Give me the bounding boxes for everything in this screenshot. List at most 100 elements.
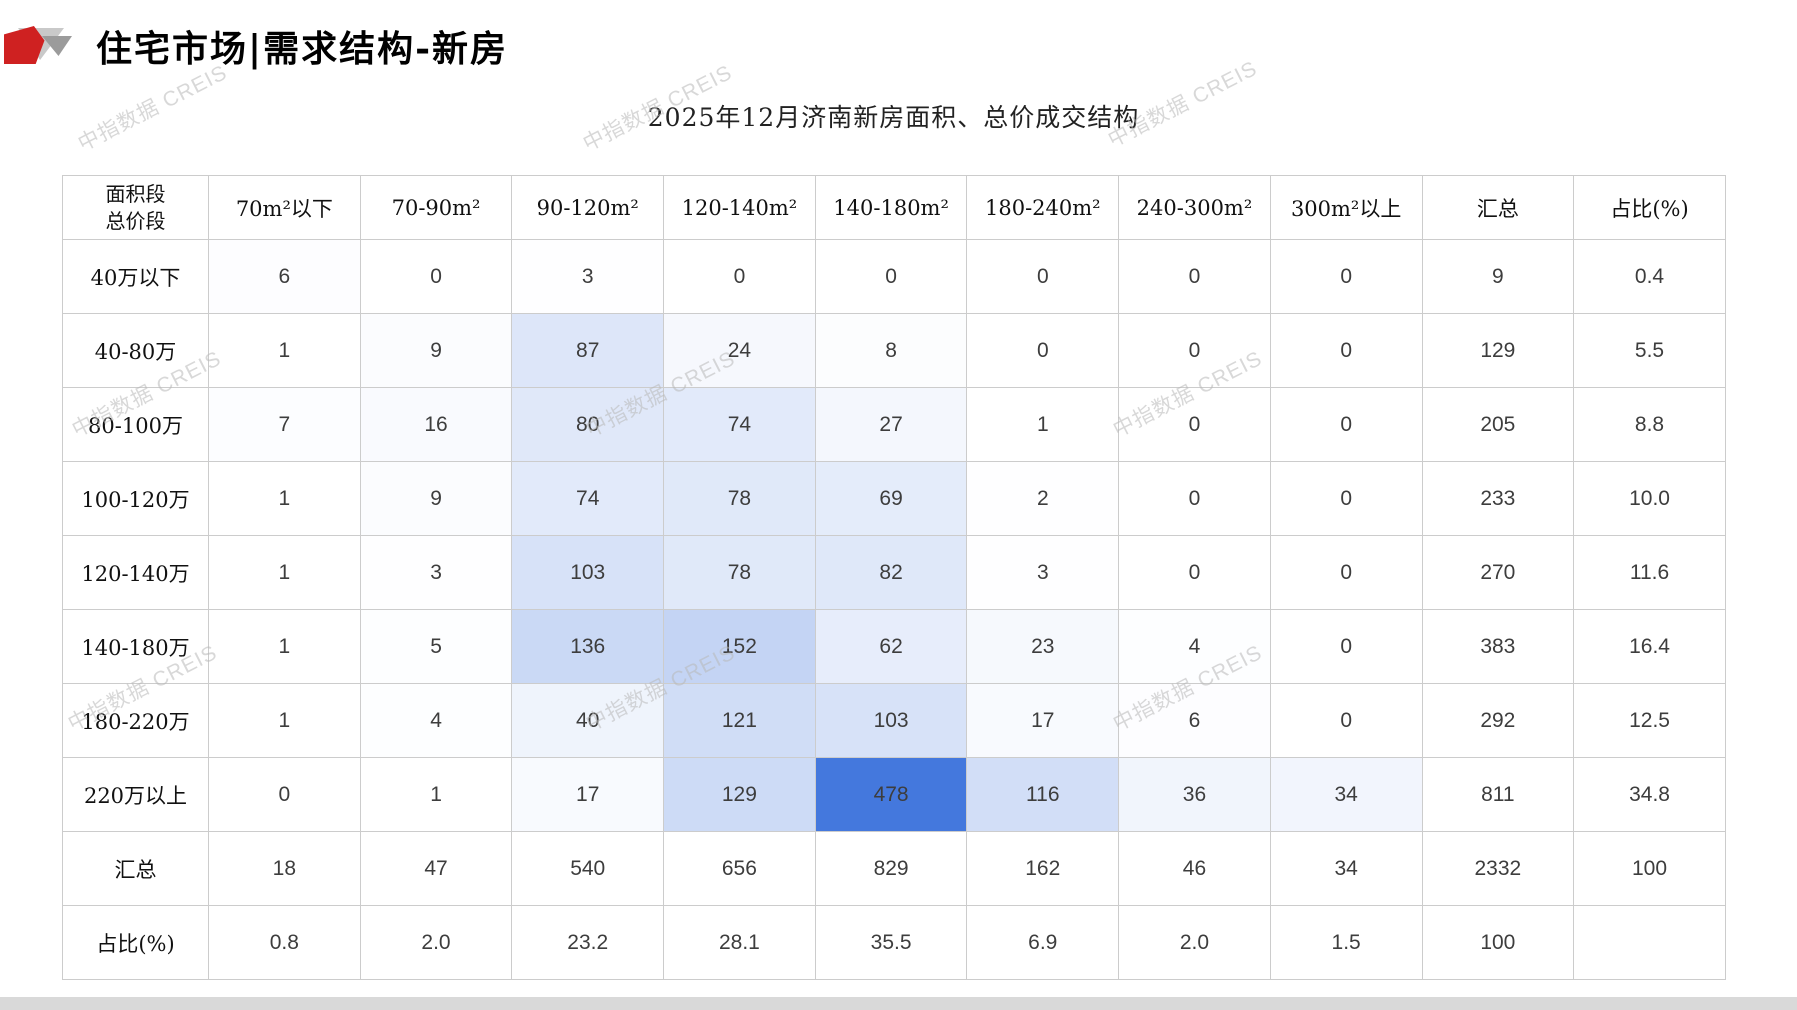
table-row: 汇总 18 47 540 656 829 162 46 34 2332 100 [62,831,1726,906]
count-cell: 129 [663,757,816,832]
corner-price-label: 总价段 [105,208,166,233]
count-cell: 478 [814,757,968,832]
area-col-header: 70-90m² [359,175,513,240]
count-cell: 3 [966,535,1120,610]
count-cell: 0 [1118,461,1271,536]
price-row-label: 220万以上 [62,757,209,832]
pct-cell: 34.8 [1573,757,1726,832]
price-row-label: 占比(%) [62,905,209,980]
count-cell: 74 [663,387,816,462]
area-col-header: 180-240m² [966,175,1120,240]
count-cell: 1 [208,683,361,758]
table-row: 占比(%) 0.8 2.0 23.2 28.1 35.5 6.9 2.0 1.5 100 [62,905,1726,980]
count-cell: 24 [663,313,816,388]
table-head: 面积段 总价段 70m²以下 70-90m² 90-120m² 120-140m² 140-… [62,175,1726,240]
count-cell: 0 [814,239,968,314]
count-cell: 16 [359,387,513,462]
count-cell: 36 [1118,757,1271,832]
count-cell: 0 [1269,313,1423,388]
count-cell: 4 [359,683,513,758]
page-title: 住宅市场|需求结构-新房 [96,28,509,70]
count-cell: 47 [359,831,513,906]
total-cell: 233 [1421,461,1575,536]
count-cell: 0 [1118,313,1271,388]
table-row: 180-220万 1 4 40 121 103 17 6 0 292 12.5 [62,683,1726,758]
table-row: 120-140万 1 3 103 78 82 3 0 0 270 11.6 [62,535,1726,610]
area-col-header: 90-120m² [511,175,665,240]
count-cell: 34 [1269,831,1423,906]
total-cell: 292 [1421,683,1575,758]
count-cell: 5 [359,609,513,684]
count-cell: 78 [663,461,816,536]
total-cell: 270 [1421,535,1575,610]
count-cell: 0 [359,239,513,314]
count-cell: 78 [663,535,816,610]
pct-cell: 0.4 [1573,239,1726,314]
count-cell: 0 [208,757,361,832]
corner-header: 面积段 总价段 [62,175,209,240]
count-cell: 82 [814,535,968,610]
count-cell: 46 [1118,831,1271,906]
count-cell: 1 [966,387,1120,462]
creis-logo-icon [4,26,74,64]
table-row: 220万以上 0 1 17 129 478 116 36 34 811 34.8 [62,757,1726,832]
count-cell: 103 [814,683,968,758]
count-cell: 0 [1269,239,1423,314]
price-row-label: 汇总 [62,831,209,906]
count-cell: 7 [208,387,361,462]
price-row-label: 140-180万 [62,609,209,684]
count-cell: 829 [814,831,968,906]
count-cell: 1 [359,757,513,832]
count-cell: 1 [208,313,361,388]
area-col-header: 占比(%) [1573,175,1726,240]
area-col-header: 240-300m² [1118,175,1271,240]
count-cell: 9 [359,461,513,536]
total-cell: 129 [1421,313,1575,388]
count-cell: 152 [663,609,816,684]
pct-cell: 8.8 [1573,387,1726,462]
count-cell: 0 [1118,239,1271,314]
table-title: 2025年12月济南新房面积、总价成交结构 [647,103,1140,132]
count-cell: 35.5 [814,905,968,980]
count-cell: 0 [1269,609,1423,684]
count-cell: 23.2 [511,905,665,980]
count-cell: 3 [359,535,513,610]
count-cell: 1 [208,535,361,610]
count-cell: 121 [663,683,816,758]
count-cell: 74 [511,461,665,536]
table-row: 140-180万 1 5 136 152 62 23 4 0 383 16.4 [62,609,1726,684]
pct-cell: 16.4 [1573,609,1726,684]
count-cell: 40 [511,683,665,758]
pct-cell: 5.5 [1573,313,1726,388]
table-row: 40-80万 1 9 87 24 8 0 0 0 129 5.5 [62,313,1726,388]
count-cell: 6.9 [966,905,1120,980]
total-cell: 383 [1421,609,1575,684]
count-cell: 6 [208,239,361,314]
structure-table: 面积段 总价段 70m²以下 70-90m² 90-120m² 120-140m² 140-… [62,175,1726,980]
count-cell: 1 [208,609,361,684]
count-cell: 0 [1269,387,1423,462]
table-body: 40万以下 6 0 3 0 0 0 0 0 9 0.4 40-80万 1 9 87 24 8 0 0 0 129 5.5 8… [62,239,1726,980]
total-cell: 811 [1421,757,1575,832]
price-row-label: 180-220万 [62,683,209,758]
pct-cell: 12.5 [1573,683,1726,758]
total-cell: 2332 [1421,831,1575,906]
table-row: 100-120万 1 9 74 78 69 2 0 0 233 10.0 [62,461,1726,536]
count-cell: 17 [511,757,665,832]
count-cell: 0 [1269,535,1423,610]
count-cell: 0 [966,313,1120,388]
count-cell: 540 [511,831,665,906]
count-cell: 23 [966,609,1120,684]
count-cell: 2 [966,461,1120,536]
total-cell: 100 [1421,905,1575,980]
price-row-label: 120-140万 [62,535,209,610]
count-cell: 17 [966,683,1120,758]
price-row-label: 100-120万 [62,461,209,536]
count-cell: 103 [511,535,665,610]
price-row-label: 80-100万 [62,387,209,462]
count-cell: 0 [1269,683,1423,758]
count-cell: 80 [511,387,665,462]
count-cell: 1 [208,461,361,536]
count-cell: 28.1 [663,905,816,980]
